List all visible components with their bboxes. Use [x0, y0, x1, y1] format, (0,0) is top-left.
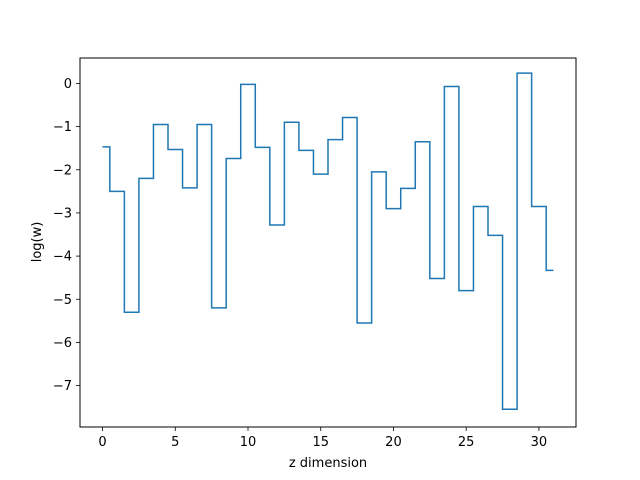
x-tick-label: 5 [171, 435, 179, 450]
y-tick-label: −1 [53, 120, 72, 135]
series-layer [102, 72, 554, 411]
y-tick-label: −3 [53, 206, 72, 221]
series-line-1 [102, 72, 554, 411]
x-axis-ticks: 0 5 10 15 20 25 30 [98, 427, 547, 450]
x-tick-label: 20 [385, 435, 402, 450]
x-tick-label: 0 [98, 435, 106, 450]
x-tick-label: 15 [312, 435, 329, 450]
y-axis-ticks: −7 −6 −5 −4 −3 −2 −1 0 [53, 77, 80, 394]
x-tick-label: 30 [531, 435, 548, 450]
x-tick-label: 25 [458, 435, 475, 450]
plot-area [80, 58, 576, 427]
y-tick-label: −4 [53, 250, 72, 265]
y-axis-label: log(w) [30, 222, 45, 263]
y-tick-label: −2 [53, 163, 72, 178]
y-tick-label: −7 [53, 379, 72, 394]
y-tick-label: −5 [53, 293, 72, 308]
y-tick-label: 0 [64, 77, 72, 92]
axes-frame [79, 57, 577, 428]
x-tick-label: 10 [240, 435, 257, 450]
x-axis-label: z dimension [289, 456, 367, 471]
y-tick-label: −6 [53, 336, 72, 351]
